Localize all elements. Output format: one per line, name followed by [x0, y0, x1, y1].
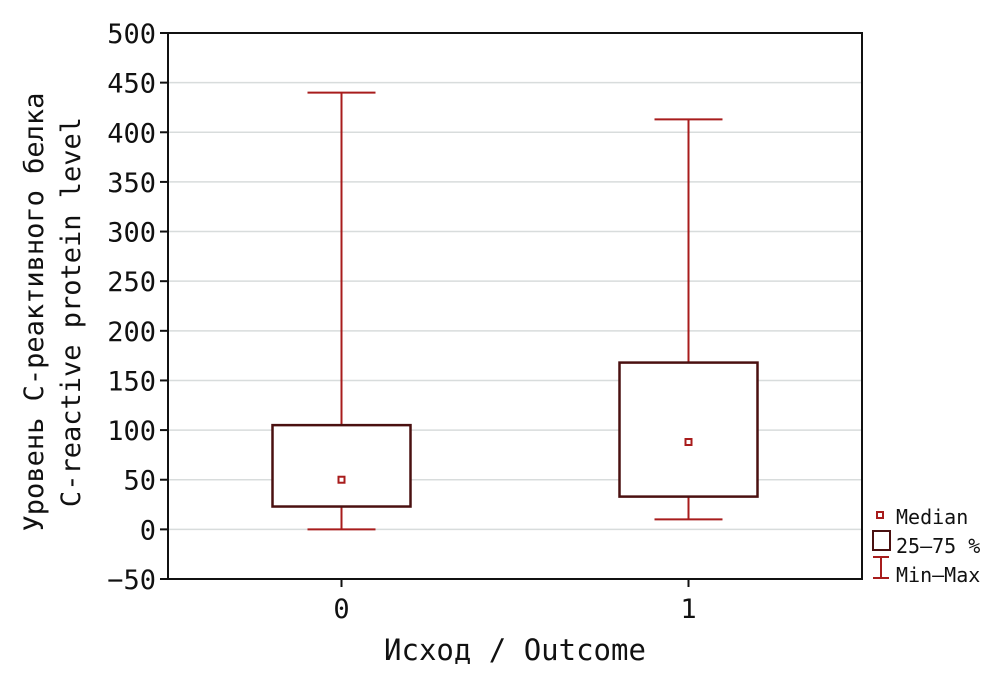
- y-tick-label: 50: [123, 466, 156, 497]
- box-group-0: [271, 91, 412, 531]
- legend-box-swatch: [872, 530, 891, 551]
- x-tick-label: 0: [333, 594, 349, 625]
- plot-frame: [167, 32, 863, 580]
- legend: Median 25–75 % Min–Max: [872, 505, 980, 587]
- legend-label-box: 25–75 %: [896, 534, 980, 558]
- x-tick-label: 1: [680, 594, 696, 625]
- y-tick-label: 200: [107, 317, 156, 348]
- legend-label-minmax: Min–Max: [896, 563, 980, 587]
- y-tick-label: 350: [107, 168, 156, 199]
- y-tick-label: 150: [107, 366, 156, 397]
- y-tick-label: 100: [107, 416, 156, 447]
- iqr-box: [618, 361, 759, 498]
- y-axis-label-line-2: C-reactive protein level: [56, 117, 87, 507]
- y-axis-label-line-1: Уровень С-реактивного белка: [19, 93, 50, 532]
- legend-whisker-swatch: [873, 556, 889, 579]
- iqr-box: [271, 423, 412, 508]
- y-tick-label: 500: [107, 19, 156, 50]
- y-tick-label: 300: [107, 218, 156, 249]
- legend-median-swatch: [876, 511, 884, 519]
- y-axis-ticks: −50 0 50 100 150 200 250 300 350 400 450 500: [107, 19, 168, 596]
- legend-label-median: Median: [896, 505, 968, 529]
- y-tick-label: 250: [107, 267, 156, 298]
- box-group-1: [618, 118, 759, 521]
- boxes: [271, 91, 759, 531]
- median-marker: [337, 475, 346, 484]
- y-tick-label: 450: [107, 69, 156, 100]
- median-marker: [684, 438, 693, 447]
- y-tick-label: 400: [107, 118, 156, 149]
- x-axis-label: Исход / Outcome: [384, 633, 646, 667]
- y-axis-label: Уровень С-реактивного белка C-reactive p…: [19, 93, 87, 532]
- y-tick-label: −50: [107, 565, 156, 596]
- y-tick-label: 0: [140, 515, 156, 546]
